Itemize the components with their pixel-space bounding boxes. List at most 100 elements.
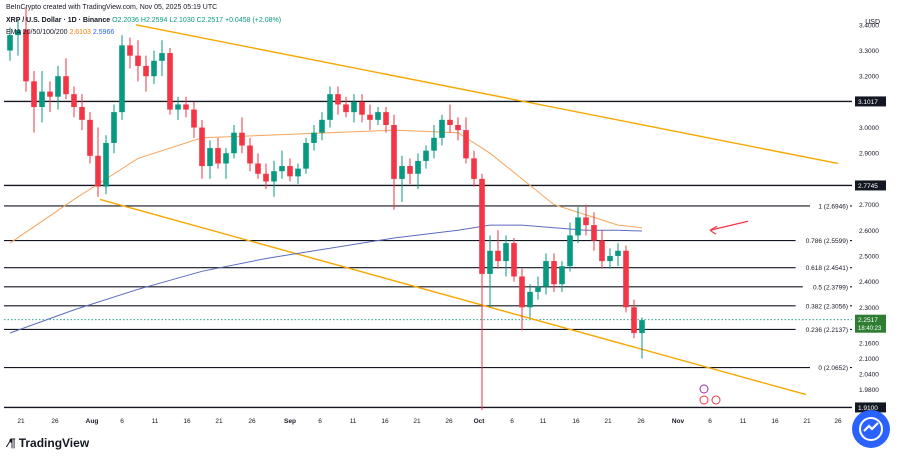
y-tick-label: 2.0400: [859, 372, 879, 379]
x-tick-label: 26: [445, 418, 453, 425]
candle-body: [295, 168, 301, 177]
y-tick-label: 3.3000: [859, 48, 879, 55]
arrow-head-icon: [709, 225, 718, 235]
candle-body: [119, 45, 125, 113]
x-tick-label: 6: [318, 418, 322, 425]
x-tick-label: 16: [183, 418, 191, 425]
candle-body: [431, 137, 437, 151]
candle-body: [559, 266, 565, 285]
candle-body: [223, 153, 229, 164]
candle-body: [271, 171, 277, 182]
x-tick-label: 26: [51, 418, 59, 425]
candle-body: [135, 55, 141, 66]
candle-body: [71, 94, 77, 108]
candle-body: [503, 243, 509, 262]
y-tick-label: 3.4000: [859, 22, 879, 29]
candle-body: [87, 119, 93, 156]
candle-body: [487, 250, 493, 274]
symbol-name[interactable]: XRP / U.S. Dollar · 1D · Binance: [6, 17, 111, 24]
x-tick-label: 16: [572, 418, 580, 425]
y-tick-label: 1.9800: [859, 387, 879, 394]
arrow-annotation-icon: [709, 220, 749, 231]
y-tick-label: 2.3000: [859, 305, 879, 312]
candle-body: [167, 53, 173, 110]
candle-body: [415, 160, 421, 174]
x-tick-label: 11: [350, 418, 357, 425]
horizontal-levels: 1 (2.6946) 0.786 (2.5599) 0.618 (2.4541) 0.…: [4, 100, 852, 409]
candle-body: [471, 158, 477, 179]
level-price-box: [855, 96, 886, 107]
close-value: C2.2517: [196, 17, 224, 24]
candle-body: [111, 112, 117, 143]
tv-mark-icon: ⁄¶: [8, 436, 16, 450]
candle-body: [231, 132, 237, 154]
credit-text: BeInCrypto created with TradingView.com,…: [6, 4, 218, 11]
candle-body: [151, 60, 157, 77]
candle-body: [479, 178, 485, 274]
x-tick-label: 26: [834, 418, 842, 425]
lower-trendline: [99, 198, 807, 396]
candle-body: [175, 104, 181, 110]
x-tick-label: Nov: [672, 418, 685, 425]
ema-legend[interactable]: EMA 20/50/100/200 2.6103 2.5966: [6, 29, 114, 36]
level-price-label: 2.7745: [858, 183, 878, 190]
y-tick-label: 3.2000: [859, 74, 879, 81]
y-tick-label: 2.9000: [859, 151, 879, 158]
candle-body: [511, 243, 517, 277]
candle-body: [127, 45, 133, 56]
candle-body: [495, 250, 501, 262]
y-tick-label: 2.5000: [859, 253, 879, 260]
currency-label: USD: [865, 19, 880, 26]
candle-body: [455, 124, 461, 131]
candle-body: [623, 250, 629, 308]
candle-body: [183, 104, 189, 110]
candle-body: [319, 119, 325, 133]
beincrypto-logo-icon: [852, 410, 890, 448]
ohlc-legend: XRP / U.S. Dollar · 1D · Binance O2.2036…: [6, 17, 281, 24]
candle-body: [351, 101, 357, 113]
candle-body: [543, 261, 549, 287]
candle-body: [31, 81, 37, 108]
price-axis[interactable]: 3.4000 3.3000 3.2000 3.0000 2.9000 2.7000 2.60…: [855, 22, 886, 413]
candle-body: [519, 276, 525, 308]
y-tick-label: 2.7000: [859, 202, 879, 209]
candle-body: [631, 307, 637, 333]
candle-body: [535, 286, 541, 292]
candle-body: [399, 166, 405, 179]
time-axis[interactable]: 21 26 Aug 6 11 16 21 26 Sep 6 11 16 21 26 Oct 6 11 16 21 26…: [17, 418, 842, 425]
fib-level-label: 0 (2.0652): [818, 365, 848, 372]
candle-body: [239, 132, 245, 146]
open-value: O2.2036: [112, 17, 139, 24]
candle-body: [359, 101, 365, 115]
tradingview-logo[interactable]: ⁄¶ TradingView: [8, 436, 89, 450]
change-value: +0.0458 (+2.08%): [225, 17, 282, 24]
upper-trendline: [135, 24, 839, 165]
candle-body: [247, 145, 253, 164]
candle-body: [407, 166, 413, 174]
candle-body: [583, 217, 589, 226]
chart-annotations: [699, 220, 749, 405]
level-price-box: [855, 180, 886, 191]
candle-body: [463, 130, 469, 159]
event-flag-icon: [711, 395, 721, 405]
fib-level-label: 0.236 (2.2137): [806, 327, 848, 334]
candle-body: [367, 114, 373, 120]
trend-channel: [99, 24, 839, 396]
candle-body: [335, 94, 341, 105]
candle-body: [551, 261, 557, 285]
x-tick-label: Sep: [284, 418, 296, 425]
candle-body: [327, 94, 333, 120]
fib-level-label: 0.5 (2.3799): [813, 284, 848, 291]
level-price-label: 1.9100: [858, 405, 878, 412]
x-tick-label: 6: [510, 418, 514, 425]
x-tick-label: 21: [413, 418, 421, 425]
candle-body: [95, 155, 101, 187]
credit-line: BeInCrypto created with TradingView.com,…: [6, 4, 217, 11]
candle-body: [23, 29, 29, 82]
countdown-label: 18:40:23: [858, 326, 882, 332]
event-marker-icon: [699, 384, 709, 394]
x-tick-label: 26: [637, 418, 645, 425]
fib-label-bg: [810, 362, 850, 372]
fib-label-bg: [810, 200, 850, 210]
